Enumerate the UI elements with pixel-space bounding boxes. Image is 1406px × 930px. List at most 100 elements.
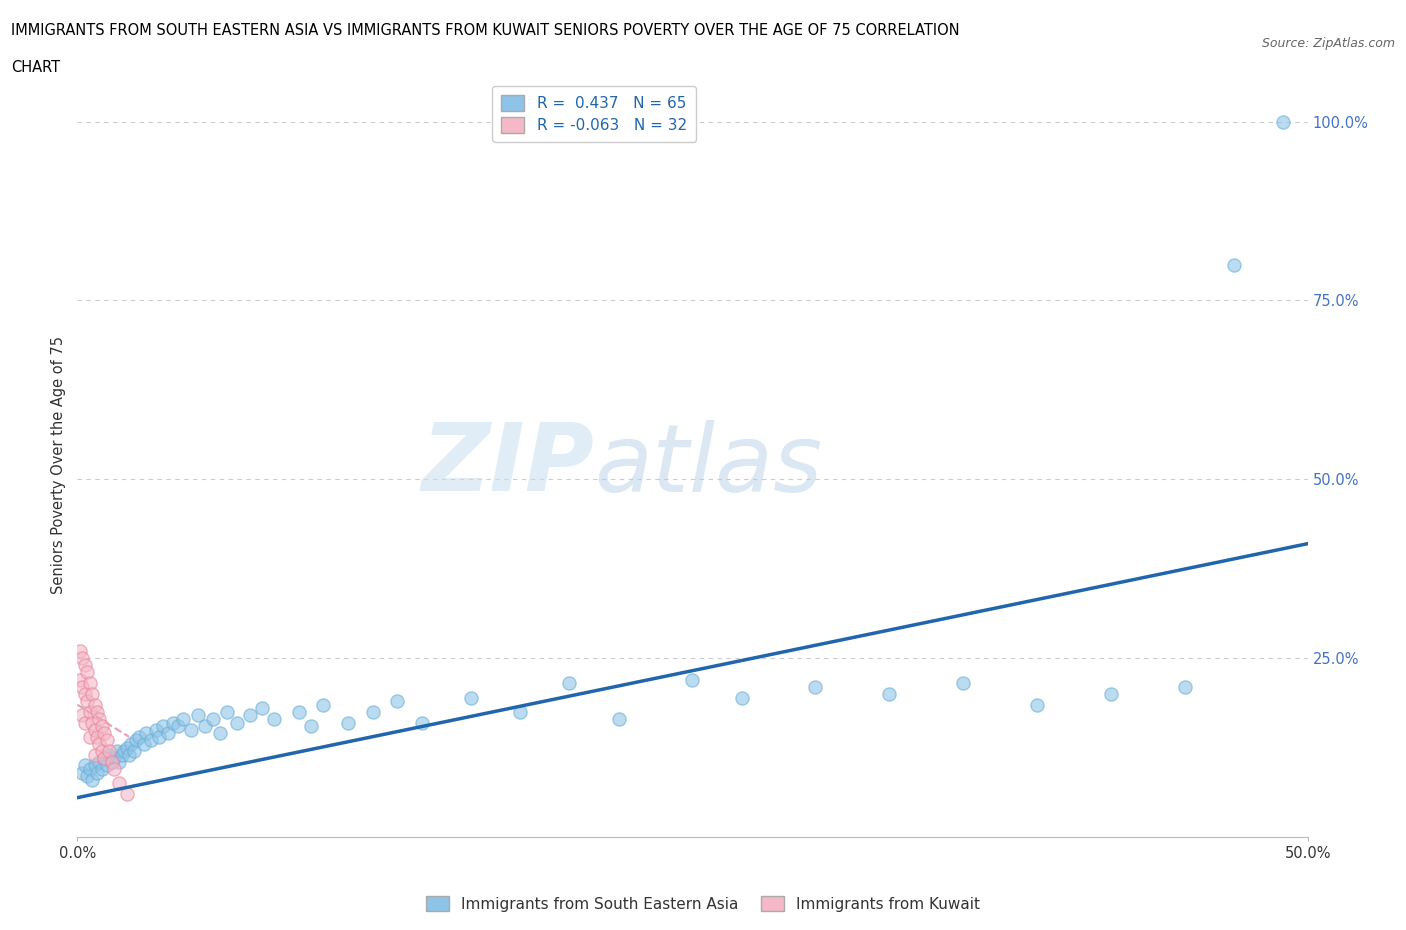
- Point: [69, 644, 91, 658]
- Point: [79, 676, 101, 691]
- Point: [73, 758, 96, 773]
- Point: [312, 698, 335, 712]
- Point: [103, 762, 125, 777]
- Point: [187, 708, 209, 723]
- Point: [167, 719, 190, 734]
- Point: [879, 686, 901, 701]
- Point: [82, 686, 104, 701]
- Point: [558, 676, 581, 691]
- Point: [70, 651, 93, 666]
- Point: [73, 686, 96, 701]
- Point: [1099, 686, 1122, 701]
- Point: [86, 729, 108, 744]
- Point: [76, 665, 98, 680]
- Point: [70, 765, 93, 780]
- Point: [93, 751, 115, 765]
- Legend: Immigrants from South Eastern Asia, Immigrants from Kuwait: Immigrants from South Eastern Asia, Immi…: [419, 889, 987, 918]
- Point: [86, 765, 108, 780]
- Point: [162, 715, 184, 730]
- Point: [76, 694, 98, 709]
- Point: [152, 719, 174, 734]
- Point: [145, 723, 167, 737]
- Text: IMMIGRANTS FROM SOUTH EASTERN ASIA VS IMMIGRANTS FROM KUWAIT SENIORS POVERTY OVE: IMMIGRANTS FROM SOUTH EASTERN ASIA VS IM…: [11, 23, 960, 38]
- Point: [250, 701, 273, 716]
- Text: Source: ZipAtlas.com: Source: ZipAtlas.com: [1261, 37, 1395, 50]
- Point: [299, 719, 322, 734]
- Point: [141, 733, 163, 748]
- Point: [86, 704, 108, 719]
- Point: [115, 787, 138, 802]
- Point: [96, 733, 118, 748]
- Point: [118, 748, 141, 763]
- Point: [337, 715, 360, 730]
- Point: [731, 690, 754, 705]
- Point: [82, 772, 104, 787]
- Point: [128, 729, 150, 744]
- Point: [101, 754, 124, 769]
- Point: [804, 679, 827, 694]
- Point: [108, 754, 131, 769]
- Point: [83, 748, 105, 763]
- Point: [952, 676, 974, 691]
- Point: [101, 754, 124, 769]
- Point: [201, 711, 224, 726]
- Point: [132, 737, 155, 751]
- Point: [89, 754, 111, 769]
- Point: [112, 744, 135, 759]
- Point: [108, 776, 131, 790]
- Point: [79, 762, 101, 777]
- Point: [79, 729, 101, 744]
- Point: [226, 715, 249, 730]
- Point: [89, 737, 111, 751]
- Point: [90, 719, 114, 734]
- Point: [607, 711, 630, 726]
- Point: [111, 748, 132, 763]
- Point: [122, 744, 145, 759]
- Point: [209, 725, 232, 740]
- Point: [157, 725, 180, 740]
- Point: [93, 725, 115, 740]
- Point: [103, 751, 125, 765]
- Point: [239, 708, 262, 723]
- Point: [1026, 698, 1049, 712]
- Text: CHART: CHART: [11, 60, 60, 75]
- Point: [115, 740, 138, 755]
- Point: [70, 679, 93, 694]
- Point: [90, 744, 114, 759]
- Point: [180, 723, 202, 737]
- Point: [73, 658, 96, 672]
- Point: [460, 690, 482, 705]
- Point: [89, 711, 111, 726]
- Point: [1223, 258, 1246, 272]
- Point: [82, 715, 104, 730]
- Point: [385, 694, 409, 709]
- Point: [79, 704, 101, 719]
- Point: [361, 704, 384, 719]
- Point: [96, 758, 118, 773]
- Y-axis label: Seniors Poverty Over the Age of 75: Seniors Poverty Over the Age of 75: [51, 336, 66, 594]
- Point: [411, 715, 433, 730]
- Point: [83, 723, 105, 737]
- Point: [90, 762, 114, 777]
- Point: [73, 715, 96, 730]
- Point: [83, 698, 105, 712]
- Point: [148, 729, 170, 744]
- Point: [288, 704, 311, 719]
- Point: [682, 672, 704, 687]
- Legend: R =  0.437   N = 65, R = -0.063   N = 32: R = 0.437 N = 65, R = -0.063 N = 32: [492, 86, 696, 142]
- Point: [135, 725, 157, 740]
- Point: [263, 711, 285, 726]
- Point: [83, 758, 105, 773]
- Text: atlas: atlas: [595, 419, 823, 511]
- Point: [125, 733, 148, 748]
- Point: [69, 672, 91, 687]
- Point: [121, 737, 143, 751]
- Point: [98, 748, 121, 763]
- Point: [194, 719, 217, 734]
- Text: ZIP: ZIP: [422, 419, 595, 511]
- Point: [217, 704, 239, 719]
- Point: [98, 744, 121, 759]
- Point: [172, 711, 194, 726]
- Point: [70, 708, 93, 723]
- Point: [509, 704, 531, 719]
